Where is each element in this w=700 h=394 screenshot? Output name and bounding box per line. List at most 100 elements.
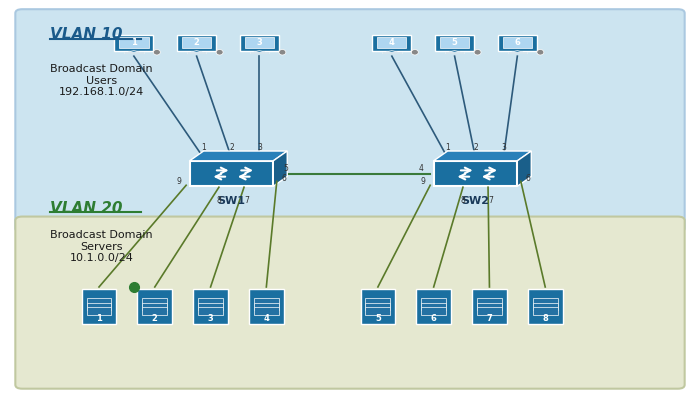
FancyBboxPatch shape	[240, 35, 279, 51]
Text: SW1: SW1	[218, 196, 246, 206]
Polygon shape	[385, 51, 399, 52]
Text: 4: 4	[389, 38, 395, 47]
Text: 1: 1	[96, 314, 102, 323]
FancyBboxPatch shape	[377, 37, 407, 48]
FancyBboxPatch shape	[15, 217, 685, 389]
FancyBboxPatch shape	[249, 290, 284, 324]
FancyBboxPatch shape	[198, 298, 223, 306]
Text: 3: 3	[501, 143, 506, 152]
Text: 6: 6	[281, 174, 286, 183]
FancyBboxPatch shape	[533, 303, 558, 310]
Text: 7: 7	[244, 196, 249, 205]
FancyBboxPatch shape	[421, 307, 446, 314]
FancyBboxPatch shape	[477, 298, 502, 306]
FancyBboxPatch shape	[440, 37, 469, 48]
Ellipse shape	[216, 50, 223, 55]
Text: 9: 9	[421, 177, 426, 186]
Text: VLAN 10: VLAN 10	[50, 27, 122, 42]
FancyBboxPatch shape	[360, 290, 395, 324]
FancyBboxPatch shape	[142, 298, 167, 306]
Text: 8: 8	[542, 314, 548, 323]
FancyBboxPatch shape	[187, 52, 206, 54]
Polygon shape	[434, 151, 531, 161]
FancyBboxPatch shape	[365, 307, 391, 314]
FancyBboxPatch shape	[82, 290, 116, 324]
FancyBboxPatch shape	[254, 307, 279, 314]
FancyBboxPatch shape	[142, 307, 167, 314]
FancyBboxPatch shape	[477, 303, 502, 310]
Text: 1: 1	[201, 143, 206, 152]
FancyBboxPatch shape	[365, 303, 391, 310]
Text: 6: 6	[526, 174, 531, 183]
Text: 7: 7	[489, 196, 493, 205]
FancyBboxPatch shape	[254, 303, 279, 310]
FancyBboxPatch shape	[528, 290, 563, 324]
FancyBboxPatch shape	[498, 35, 537, 51]
FancyBboxPatch shape	[198, 307, 223, 314]
FancyBboxPatch shape	[190, 161, 273, 186]
Text: 2: 2	[152, 314, 158, 323]
FancyBboxPatch shape	[119, 37, 148, 48]
FancyBboxPatch shape	[365, 298, 391, 306]
Polygon shape	[517, 151, 531, 186]
FancyBboxPatch shape	[416, 290, 451, 324]
FancyBboxPatch shape	[473, 290, 507, 324]
Polygon shape	[253, 51, 266, 52]
Polygon shape	[447, 51, 461, 52]
Text: 1: 1	[445, 143, 450, 152]
Ellipse shape	[279, 50, 286, 55]
FancyBboxPatch shape	[182, 37, 211, 48]
FancyBboxPatch shape	[434, 161, 517, 186]
Text: 1: 1	[131, 38, 136, 47]
FancyBboxPatch shape	[477, 307, 502, 314]
FancyBboxPatch shape	[444, 52, 464, 54]
FancyBboxPatch shape	[177, 35, 216, 51]
Text: 8: 8	[461, 196, 466, 205]
FancyBboxPatch shape	[142, 303, 167, 310]
Ellipse shape	[537, 50, 544, 55]
FancyBboxPatch shape	[382, 52, 402, 54]
Text: 9: 9	[176, 177, 181, 186]
FancyBboxPatch shape	[137, 290, 172, 324]
Text: 5: 5	[452, 38, 458, 47]
FancyBboxPatch shape	[533, 307, 558, 314]
Text: 3: 3	[256, 38, 262, 47]
Text: 4: 4	[419, 164, 423, 173]
Text: 5: 5	[284, 164, 288, 173]
FancyBboxPatch shape	[114, 35, 153, 51]
FancyBboxPatch shape	[372, 35, 412, 51]
Text: 2: 2	[473, 143, 478, 152]
FancyBboxPatch shape	[435, 35, 474, 51]
FancyBboxPatch shape	[421, 298, 446, 306]
Text: Broadcast Domain
Servers
10.1.0.0/24: Broadcast Domain Servers 10.1.0.0/24	[50, 230, 153, 264]
Text: 3: 3	[208, 314, 213, 323]
FancyBboxPatch shape	[533, 298, 558, 306]
Text: 2: 2	[229, 143, 234, 152]
FancyBboxPatch shape	[245, 37, 274, 48]
FancyBboxPatch shape	[193, 290, 228, 324]
FancyBboxPatch shape	[421, 303, 446, 310]
FancyBboxPatch shape	[87, 303, 111, 310]
Text: 2: 2	[194, 38, 199, 47]
Ellipse shape	[412, 50, 419, 55]
Text: SW2: SW2	[461, 196, 489, 206]
Text: 4: 4	[263, 314, 270, 323]
Polygon shape	[273, 151, 287, 186]
Text: 3: 3	[257, 143, 262, 152]
FancyBboxPatch shape	[503, 37, 532, 48]
FancyBboxPatch shape	[87, 298, 111, 306]
Text: 6: 6	[514, 38, 520, 47]
FancyBboxPatch shape	[15, 9, 685, 232]
FancyBboxPatch shape	[250, 52, 269, 54]
Text: 7: 7	[486, 314, 492, 323]
Text: 5: 5	[375, 314, 381, 323]
FancyBboxPatch shape	[87, 307, 111, 314]
Polygon shape	[510, 51, 524, 52]
Text: 8: 8	[216, 196, 221, 205]
Ellipse shape	[153, 50, 160, 55]
FancyBboxPatch shape	[508, 52, 527, 54]
FancyBboxPatch shape	[124, 52, 144, 54]
FancyBboxPatch shape	[254, 298, 279, 306]
Polygon shape	[190, 151, 287, 161]
Polygon shape	[127, 51, 141, 52]
